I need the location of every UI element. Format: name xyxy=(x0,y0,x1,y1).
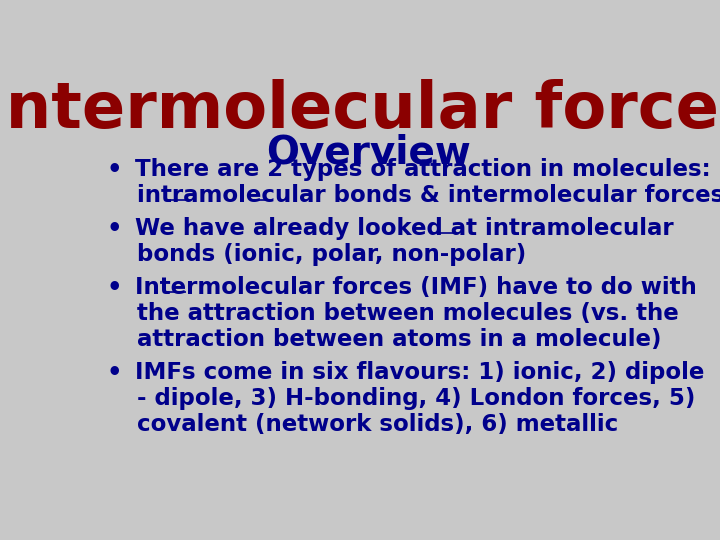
Text: •: • xyxy=(107,218,122,241)
Text: We have already looked at intramolecular: We have already looked at intramolecular xyxy=(135,218,673,240)
Text: IMFs come in six flavours: 1) ionic, 2) dipole: IMFs come in six flavours: 1) ionic, 2) … xyxy=(135,361,704,384)
Text: the attraction between molecules (vs. the: the attraction between molecules (vs. th… xyxy=(138,302,679,325)
Text: intramolecular bonds & intermolecular forces: intramolecular bonds & intermolecular fo… xyxy=(138,184,720,207)
Text: bonds (ionic, polar, non-polar): bonds (ionic, polar, non-polar) xyxy=(138,243,527,266)
Text: •: • xyxy=(107,276,122,300)
Text: •: • xyxy=(107,158,122,183)
Text: Intermolecular forces (IMF) have to do with: Intermolecular forces (IMF) have to do w… xyxy=(135,276,696,300)
Text: - dipole, 3) H-bonding, 4) London forces, 5): - dipole, 3) H-bonding, 4) London forces… xyxy=(138,387,696,410)
Text: Overview: Overview xyxy=(266,133,472,171)
Text: attraction between atoms in a molecule): attraction between atoms in a molecule) xyxy=(138,328,662,351)
Text: covalent (network solids), 6) metallic: covalent (network solids), 6) metallic xyxy=(138,413,618,436)
Text: There are 2 types of attraction in molecules:: There are 2 types of attraction in molec… xyxy=(135,158,710,181)
Text: Intermolecular forces: Intermolecular forces xyxy=(0,79,720,141)
Text: •: • xyxy=(107,361,122,385)
